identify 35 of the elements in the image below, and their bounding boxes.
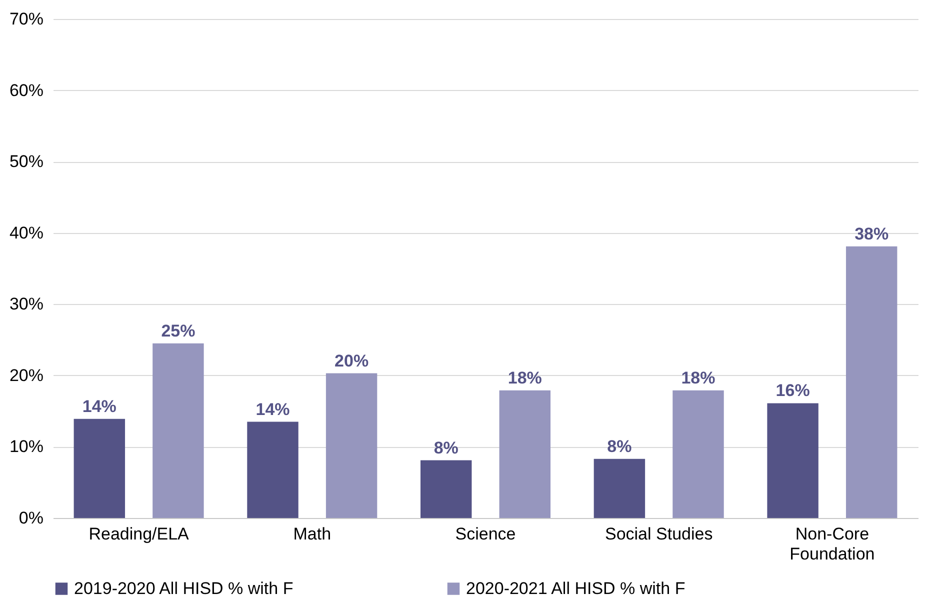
bar (672, 390, 724, 518)
bar (594, 458, 646, 518)
data-label: 18% (508, 368, 542, 388)
data-label: 8% (434, 438, 458, 458)
x-tick-label: Science (455, 524, 516, 544)
y-tick-label: 20% (9, 366, 44, 385)
bar (74, 418, 126, 518)
data-label: 38% (854, 224, 889, 244)
legend-label: 2019-2020 All HISD % with F (74, 578, 294, 598)
x-tick-label: Non-Core Foundation (790, 524, 875, 564)
y-tick-label: 60% (9, 80, 44, 100)
y-tick-label: 10% (9, 437, 44, 456)
y-tick-label: 30% (9, 294, 44, 314)
y-tick-label: 40% (9, 223, 44, 242)
bar (846, 246, 898, 518)
data-label: 14% (256, 400, 290, 419)
y-tick-label: 70% (9, 10, 44, 28)
data-label: 18% (681, 368, 716, 388)
y-tick-label: 50% (9, 152, 44, 172)
data-label: 14% (82, 396, 116, 416)
bar (326, 373, 378, 518)
bar (247, 422, 298, 518)
data-label: 16% (776, 381, 810, 400)
data-label: 25% (161, 321, 196, 340)
bar (499, 390, 551, 518)
data-label: 20% (334, 351, 369, 370)
y-tick-label: 0% (18, 508, 44, 528)
bar (420, 460, 472, 518)
data-label: 8% (607, 436, 632, 456)
legend-label: 2020-2021 All HISD % with F (466, 578, 686, 598)
x-tick-label: Social Studies (604, 524, 713, 544)
bar (767, 403, 818, 518)
x-tick-label: Math (293, 524, 332, 544)
x-tick-label: Reading/ELA (88, 524, 190, 544)
bar (152, 343, 204, 518)
